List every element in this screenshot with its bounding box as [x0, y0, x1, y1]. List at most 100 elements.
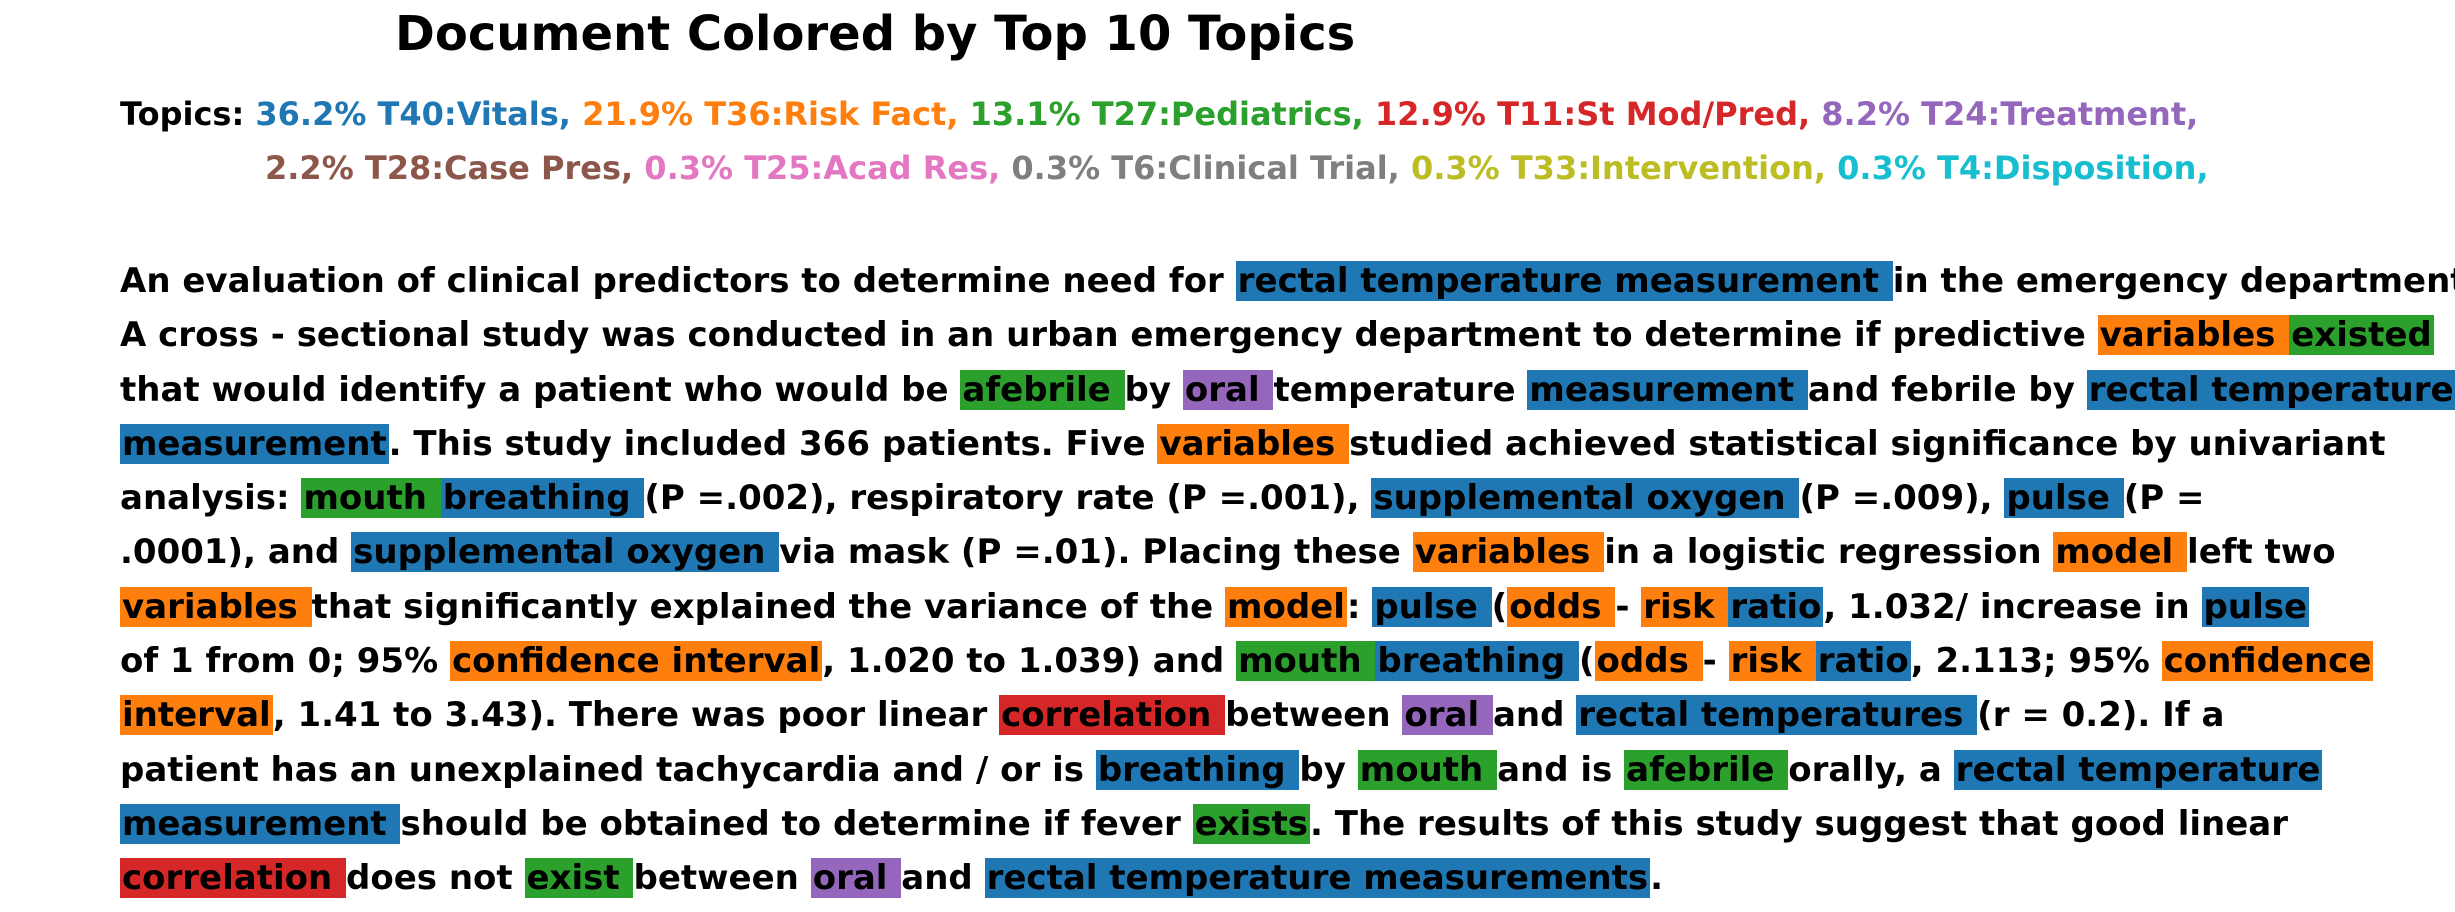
body-text: (P =.002), respiratory rate (P =.001),	[644, 478, 1372, 519]
body-text: of 1 from 0; 95%	[120, 641, 450, 682]
body-text: patient has an unexplained tachycardia a…	[120, 749, 1096, 790]
highlighted-term: measurement	[120, 423, 389, 464]
highlighted-term: mouth	[1236, 641, 1376, 682]
body-line: variables that significantly explained t…	[120, 580, 2455, 634]
highlighted-term: risk	[1728, 641, 1816, 682]
body-line: An evaluation of clinical predictors to …	[120, 254, 2455, 308]
document-body: An evaluation of clinical predictors to …	[120, 254, 2455, 906]
body-text: temperature	[1273, 369, 1528, 410]
highlighted-term: confidence	[2161, 641, 2374, 682]
body-text: orally, a	[1788, 749, 1954, 790]
body-text: (r = 0.2). If a	[1977, 695, 2225, 736]
highlighted-term: oral	[810, 858, 902, 899]
topic-entry: 8.2% T24:Treatment,	[1821, 95, 2199, 133]
highlighted-term: pulse	[2201, 586, 2310, 627]
highlighted-term: correlation	[999, 695, 1226, 736]
highlighted-term: breathing	[1095, 749, 1300, 790]
highlighted-term: exist	[524, 858, 634, 899]
body-text: , 1.41 to 3.43). There was poor linear	[272, 695, 1000, 736]
topic-entry: 13.1% T27:Pediatrics,	[969, 95, 1364, 133]
highlighted-term: supplemental oxygen	[351, 532, 780, 573]
topic-entry: 36.2% T40:Vitals,	[255, 95, 571, 133]
body-line: patient has an unexplained tachycardia a…	[120, 743, 2455, 797]
body-text: and	[1492, 695, 1577, 736]
body-text: :	[1346, 586, 1373, 627]
body-text: in a logistic regression	[1604, 532, 2054, 573]
body-text: between	[633, 858, 811, 899]
highlighted-term: confidence interval	[449, 641, 823, 682]
body-text: (P =.009),	[1799, 478, 2005, 519]
body-text: A cross - sectional study was conducted …	[120, 315, 2098, 356]
topics-legend-line-2: 2.2% T28:Case Pres, 0.3% T25:Acad Res, 0…	[265, 146, 2209, 190]
highlighted-term: rectal temperature	[1953, 749, 2323, 790]
highlighted-term: model	[1225, 586, 1347, 627]
body-text: that significantly explained the varianc…	[311, 586, 1226, 627]
highlighted-term: variables	[120, 586, 312, 627]
body-text: (	[1579, 641, 1595, 682]
topics-legend-line-1: Topics: 36.2% T40:Vitals, 21.9% T36:Risk…	[120, 92, 2198, 136]
highlighted-term: measurement	[1527, 369, 1808, 410]
highlighted-term: pulse	[1372, 586, 1492, 627]
body-text: and is	[1497, 749, 1625, 790]
highlighted-term: correlation	[120, 858, 347, 899]
highlighted-term: odds	[1594, 641, 1703, 682]
highlighted-term: variables	[1157, 423, 1350, 464]
highlighted-term: afebrile	[960, 369, 1125, 410]
body-line: .0001), and supplemental oxygen via mask…	[120, 525, 2455, 579]
highlighted-term: risk	[1641, 586, 1729, 627]
highlighted-term: odds	[1507, 586, 1616, 627]
highlighted-term: interval	[120, 695, 273, 736]
body-text: left two	[2187, 532, 2336, 573]
highlighted-term: oral	[1402, 695, 1493, 736]
topic-entry: 12.9% T11:St Mod/Pred,	[1374, 95, 1811, 133]
highlighted-term: afebrile	[1624, 749, 1789, 790]
highlighted-term: breathing	[440, 478, 645, 519]
highlighted-term: rectal temperature measurement	[1235, 261, 1893, 301]
body-text: and	[901, 858, 985, 899]
body-text: should be obtained to determine if fever	[400, 803, 1193, 844]
highlighted-term: supplemental oxygen	[1371, 478, 1800, 519]
body-line: analysis: mouth breathing (P =.002), res…	[120, 471, 2455, 525]
highlighted-term: ratio	[1728, 586, 1824, 627]
highlighted-term: pulse	[2004, 478, 2124, 519]
body-text: does not	[346, 858, 525, 899]
body-line: interval, 1.41 to 3.43). There was poor …	[120, 688, 2455, 742]
highlighted-term: existed	[2289, 315, 2434, 356]
body-line: measurement. This study included 366 pat…	[120, 417, 2455, 471]
body-line: that would identify a patient who would …	[120, 363, 2455, 417]
body-text: . The results of this study suggest that…	[1310, 803, 2289, 844]
body-text: -	[1615, 586, 1642, 627]
body-text: that would identify a patient who would …	[120, 369, 961, 410]
body-line: of 1 from 0; 95% confidence interval, 1.…	[120, 634, 2455, 688]
highlighted-term: breathing	[1375, 641, 1579, 682]
topic-entry: 2.2% T28:Case Pres,	[265, 149, 634, 187]
highlighted-term: oral	[1182, 369, 1274, 410]
body-text: . This study included 366 patients. Five	[388, 423, 1158, 464]
body-text: and febrile by	[1807, 369, 2087, 410]
body-line: correlation does not exist between oral …	[120, 851, 2455, 905]
highlighted-term: mouth	[1357, 749, 1498, 790]
body-line: A cross - sectional study was conducted …	[120, 308, 2455, 362]
topic-entry: 0.3% T33:Intervention,	[1410, 149, 1826, 187]
body-text: An evaluation of clinical predictors to …	[120, 261, 1236, 301]
highlighted-term: ratio	[1815, 641, 1911, 682]
highlighted-term: rectal temperatures	[1576, 695, 1978, 736]
body-text: , 1.020 to 1.039) and	[822, 641, 1237, 682]
highlighted-term: exists	[1192, 803, 1310, 844]
topic-entry: 0.3% T4:Disposition,	[1837, 149, 2209, 187]
body-text: -	[1702, 641, 1729, 682]
body-text: studied achieved statistical significanc…	[1349, 423, 2386, 464]
highlighted-term: variables	[2097, 315, 2290, 356]
highlighted-term: measurement	[120, 803, 401, 844]
body-text: , 2.113; 95%	[1910, 641, 2162, 682]
topic-entry: 0.3% T6:Clinical Trial,	[1011, 149, 1400, 187]
body-text: between	[1225, 695, 1403, 736]
body-text: .0001), and	[120, 532, 352, 573]
body-text: by	[1124, 369, 1183, 410]
topic-entry: 21.9% T36:Risk Fact,	[582, 95, 959, 133]
body-text: via mask (P =.01). Placing these	[779, 532, 1413, 573]
highlighted-term: model	[2053, 532, 2188, 573]
topic-entry: 0.3% T25:Acad Res,	[644, 149, 1001, 187]
highlighted-term: rectal temperature	[2086, 369, 2455, 410]
body-text: by	[1299, 749, 1358, 790]
